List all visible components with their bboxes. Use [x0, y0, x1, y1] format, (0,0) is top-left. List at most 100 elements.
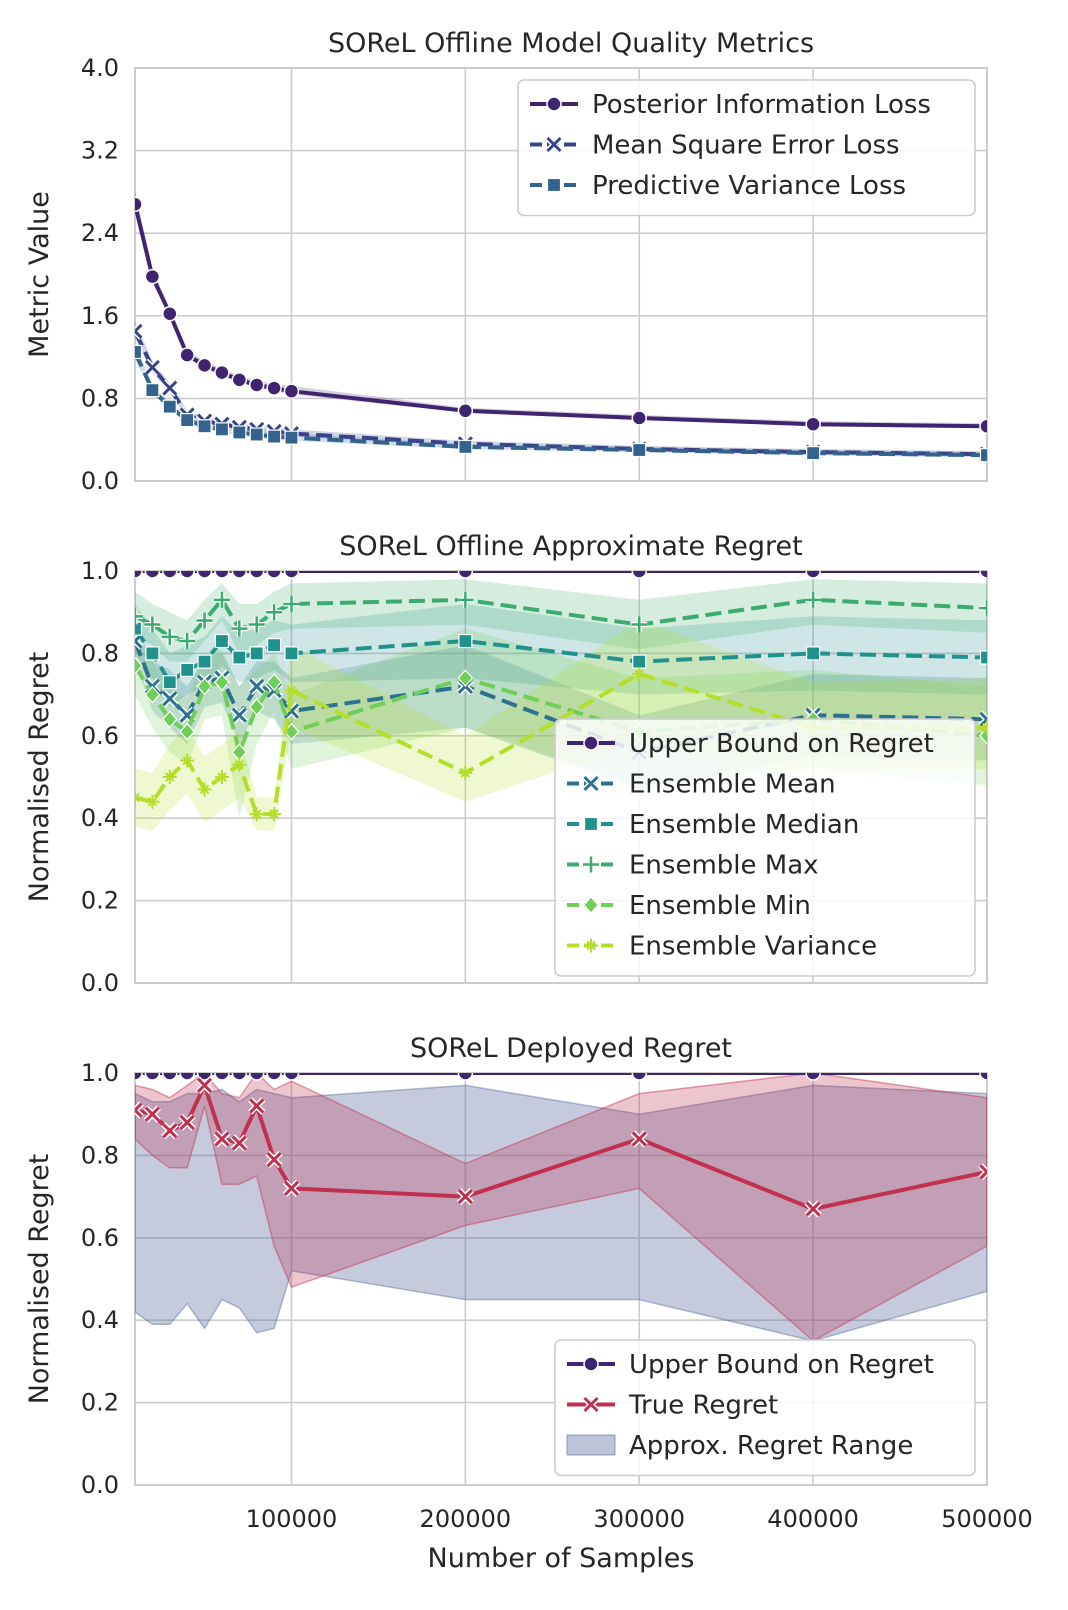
legend-marker	[584, 938, 598, 953]
data-point	[231, 571, 248, 579]
data-point	[232, 425, 247, 440]
legend: Upper Bound on Regret Ensemble Mean Ensemb…	[554, 718, 976, 977]
data-point	[806, 446, 821, 461]
y-tick-label: 0.6	[81, 1224, 119, 1252]
legend-label: Ensemble Variance	[629, 932, 877, 962]
data-point	[145, 383, 160, 398]
y-axis-label: Normalised Regret	[24, 1154, 55, 1405]
y-tick-label: 1.0	[81, 557, 119, 585]
data-point	[214, 673, 230, 692]
legend-label: Mean Square Error Loss	[592, 131, 900, 161]
x-axis-label: Number of Samples	[428, 1543, 695, 1574]
legend-label: Upper Bound on Regret	[629, 729, 934, 759]
data-point	[144, 268, 161, 285]
data-point	[162, 770, 177, 784]
data-point	[179, 722, 195, 741]
y-tick-label: 0.0	[81, 467, 119, 495]
chart-title: SOReL Offline Approximate Regret	[339, 531, 802, 562]
data-point	[231, 372, 248, 388]
data-point	[145, 646, 160, 661]
y-tick-label: 0.8	[81, 384, 119, 412]
data-point	[457, 669, 474, 688]
data-point	[266, 571, 282, 579]
data-point	[249, 646, 264, 661]
chart-panel-3: 0.0 0.2 0.4 0.6 0.8 1.0 SOReL Deployed Regret N…	[24, 1033, 1033, 1574]
data-point	[162, 305, 178, 322]
data-point	[284, 430, 299, 445]
legend-marker	[583, 735, 599, 751]
x-tick-label: 400000	[767, 1505, 859, 1533]
legend-label: Ensemble Median	[629, 810, 859, 840]
data-point	[231, 707, 247, 723]
data-point	[214, 571, 230, 579]
data-point	[197, 419, 212, 434]
data-point	[249, 807, 264, 822]
data-point	[266, 380, 282, 396]
data-point	[457, 571, 474, 579]
data-point	[180, 753, 195, 768]
data-point	[196, 677, 213, 696]
data-point	[284, 646, 299, 661]
data-point	[180, 412, 195, 428]
legend-marker	[583, 856, 599, 873]
legend-label: Predictive Variance Loss	[592, 171, 906, 201]
data-point	[197, 782, 212, 797]
series-line	[135, 627, 987, 685]
data-point	[979, 726, 987, 745]
y-tick-label: 0.8	[81, 1141, 119, 1169]
data-point	[283, 703, 300, 719]
y-tick-label: 0.8	[81, 639, 119, 667]
data-point	[135, 656, 143, 675]
data-point	[805, 1201, 821, 1217]
data-point	[266, 1073, 282, 1081]
data-point	[162, 571, 178, 579]
data-point	[196, 571, 213, 579]
legend: Upper Bound on Regret True Regret Approx. …	[554, 1339, 976, 1477]
data-point	[249, 427, 264, 442]
data-point	[979, 600, 987, 617]
data-point	[631, 616, 648, 633]
data-point	[144, 1073, 161, 1081]
data-point	[805, 591, 822, 608]
data-point	[135, 196, 143, 213]
data-point	[248, 1073, 265, 1081]
data-point	[144, 359, 160, 375]
data-point	[458, 439, 473, 455]
y-tick-label: 0.6	[81, 722, 119, 750]
data-point	[161, 710, 178, 729]
data-point	[458, 765, 473, 780]
data-point	[283, 383, 300, 399]
chart-panel-1: 0.0 0.8 1.6 2.4 3.2 4.0 SOReL Offline Model Qu…	[24, 28, 988, 495]
y-tick-label: 0.0	[81, 969, 119, 997]
legend-marker	[583, 816, 599, 832]
legend-marker	[546, 96, 562, 112]
data-point	[214, 633, 230, 649]
data-point	[162, 399, 177, 414]
data-point	[214, 1131, 230, 1147]
legend-box	[554, 718, 976, 977]
y-tick-label: 0.2	[81, 887, 119, 915]
data-point	[248, 571, 265, 579]
y-tick-label: 0.0	[81, 1471, 119, 1499]
data-point	[179, 633, 196, 650]
data-point	[214, 1073, 230, 1081]
data-point	[979, 571, 987, 579]
data-point	[266, 673, 282, 692]
data-point	[248, 377, 265, 393]
data-point	[283, 1180, 300, 1196]
data-point	[162, 1123, 178, 1139]
data-point	[135, 608, 143, 625]
y-axis-label: Normalised Regret	[24, 652, 55, 903]
legend-label: Posterior Information Loss	[592, 90, 931, 120]
data-point	[231, 620, 248, 637]
data-point	[161, 628, 178, 645]
data-point	[249, 678, 265, 694]
y-tick-label: 2.4	[81, 219, 119, 247]
x-tick-label: 100000	[246, 1505, 338, 1533]
data-point	[135, 571, 143, 579]
plot-area	[135, 1073, 987, 1342]
data-point	[979, 711, 987, 727]
data-point	[162, 380, 178, 396]
data-point	[979, 650, 987, 665]
data-point	[232, 757, 247, 772]
